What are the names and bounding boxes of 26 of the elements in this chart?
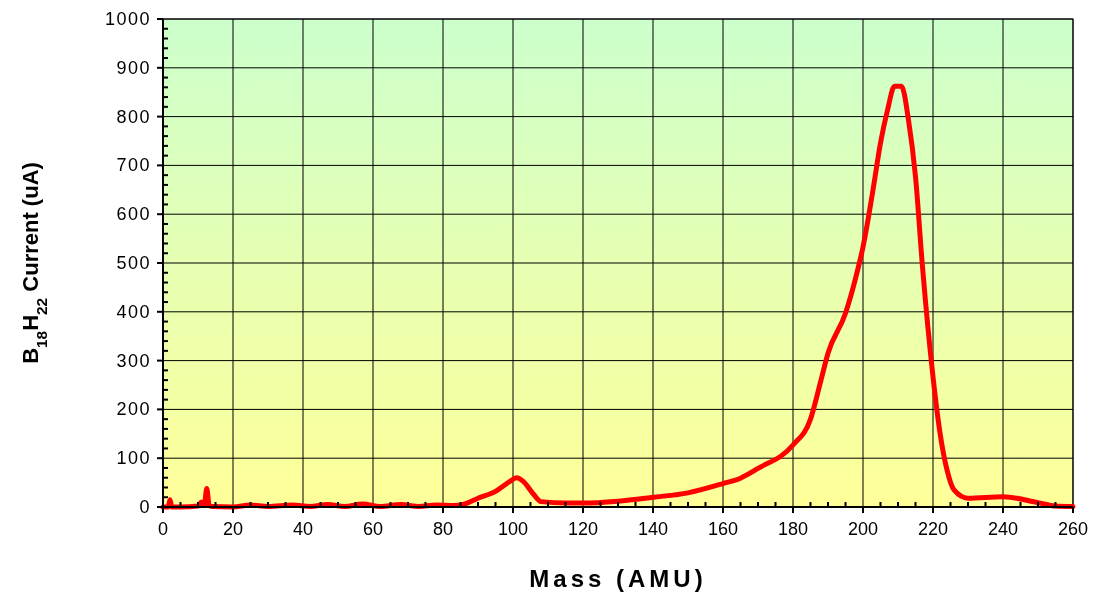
y-tick-label: 1000 (104, 9, 151, 29)
x-tick-label: 160 (707, 519, 739, 539)
x-tick-label: 80 (432, 519, 454, 539)
x-tick-label: 140 (637, 519, 669, 539)
y-tick-label: 300 (116, 350, 151, 371)
y-tick-label: 0 (139, 497, 151, 517)
y-tick-label: 600 (116, 204, 151, 225)
x-tick-label: 180 (777, 519, 809, 539)
x-tick-label: 120 (567, 519, 599, 539)
x-tick-label: 100 (497, 519, 529, 539)
x-tick-label: 40 (292, 519, 314, 539)
x-tick-label: 0 (157, 519, 169, 539)
x-axis-title: Mass (AMU) (529, 565, 707, 592)
x-tick-label: 20 (222, 519, 244, 539)
y-tick-label: 500 (116, 253, 151, 273)
y-tick-label: 400 (116, 301, 151, 322)
y-tick-label: 800 (116, 106, 151, 127)
x-tick-label: 220 (917, 519, 949, 539)
y-tick-label: 900 (116, 57, 151, 78)
y-tick-label: 700 (116, 155, 151, 176)
x-tick-label: 260 (1057, 519, 1089, 539)
y-tick-label: 200 (116, 399, 151, 420)
x-tick-label: 200 (847, 519, 879, 539)
x-tick-label: 60 (362, 519, 384, 539)
x-tick-label: 240 (987, 519, 1019, 539)
y-tick-label: 100 (116, 448, 151, 469)
